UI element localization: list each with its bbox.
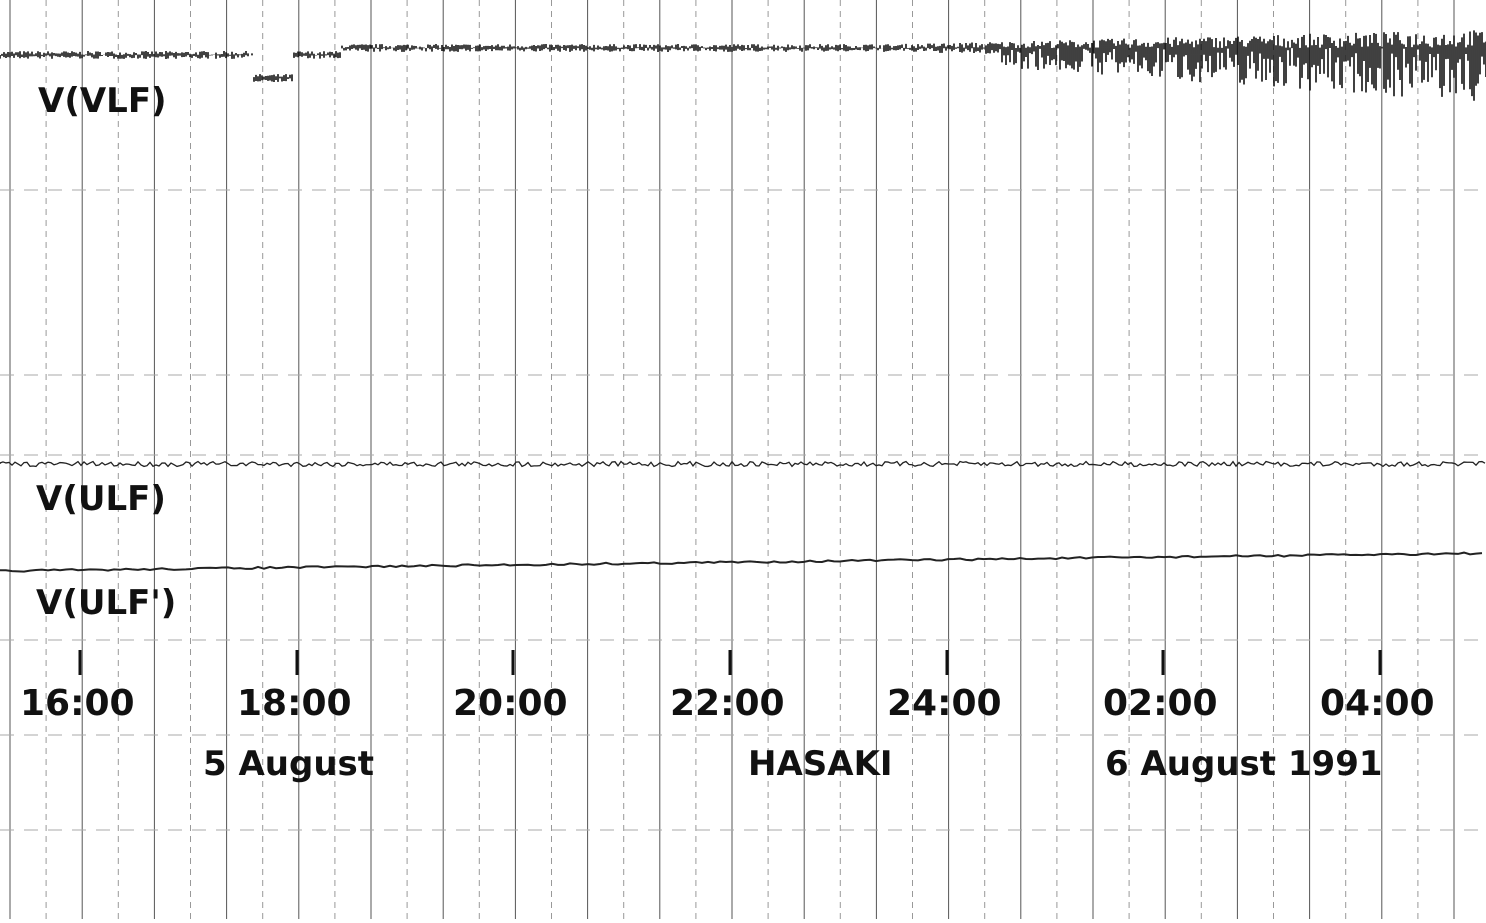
ulf-prime-trace (0, 551, 1483, 573)
time-label: 24:00 (887, 683, 1002, 724)
date-label: 6 August 1991 (1105, 744, 1383, 784)
time-label: 20:00 (453, 683, 568, 724)
time-label: 02:00 (1103, 683, 1218, 724)
trace-label: V(ULF') (36, 583, 176, 623)
ulf-trace (0, 460, 1486, 468)
trace-label: V(VLF) (38, 81, 167, 121)
time-label: 16:00 (20, 683, 135, 724)
time-labels: 16:00 18:00 20:00 22:00 24:00 02:00 04:00 (20, 650, 1435, 724)
vlf-trace (0, 30, 1486, 101)
traces (0, 30, 1486, 573)
trace-label: V(ULF) (36, 479, 166, 519)
date-label: 5 August (203, 744, 374, 784)
time-label: 04:00 (1320, 683, 1435, 724)
time-label: 22:00 (670, 683, 785, 724)
time-label: 18:00 (237, 683, 352, 724)
station-label: HASAKI (748, 744, 893, 784)
